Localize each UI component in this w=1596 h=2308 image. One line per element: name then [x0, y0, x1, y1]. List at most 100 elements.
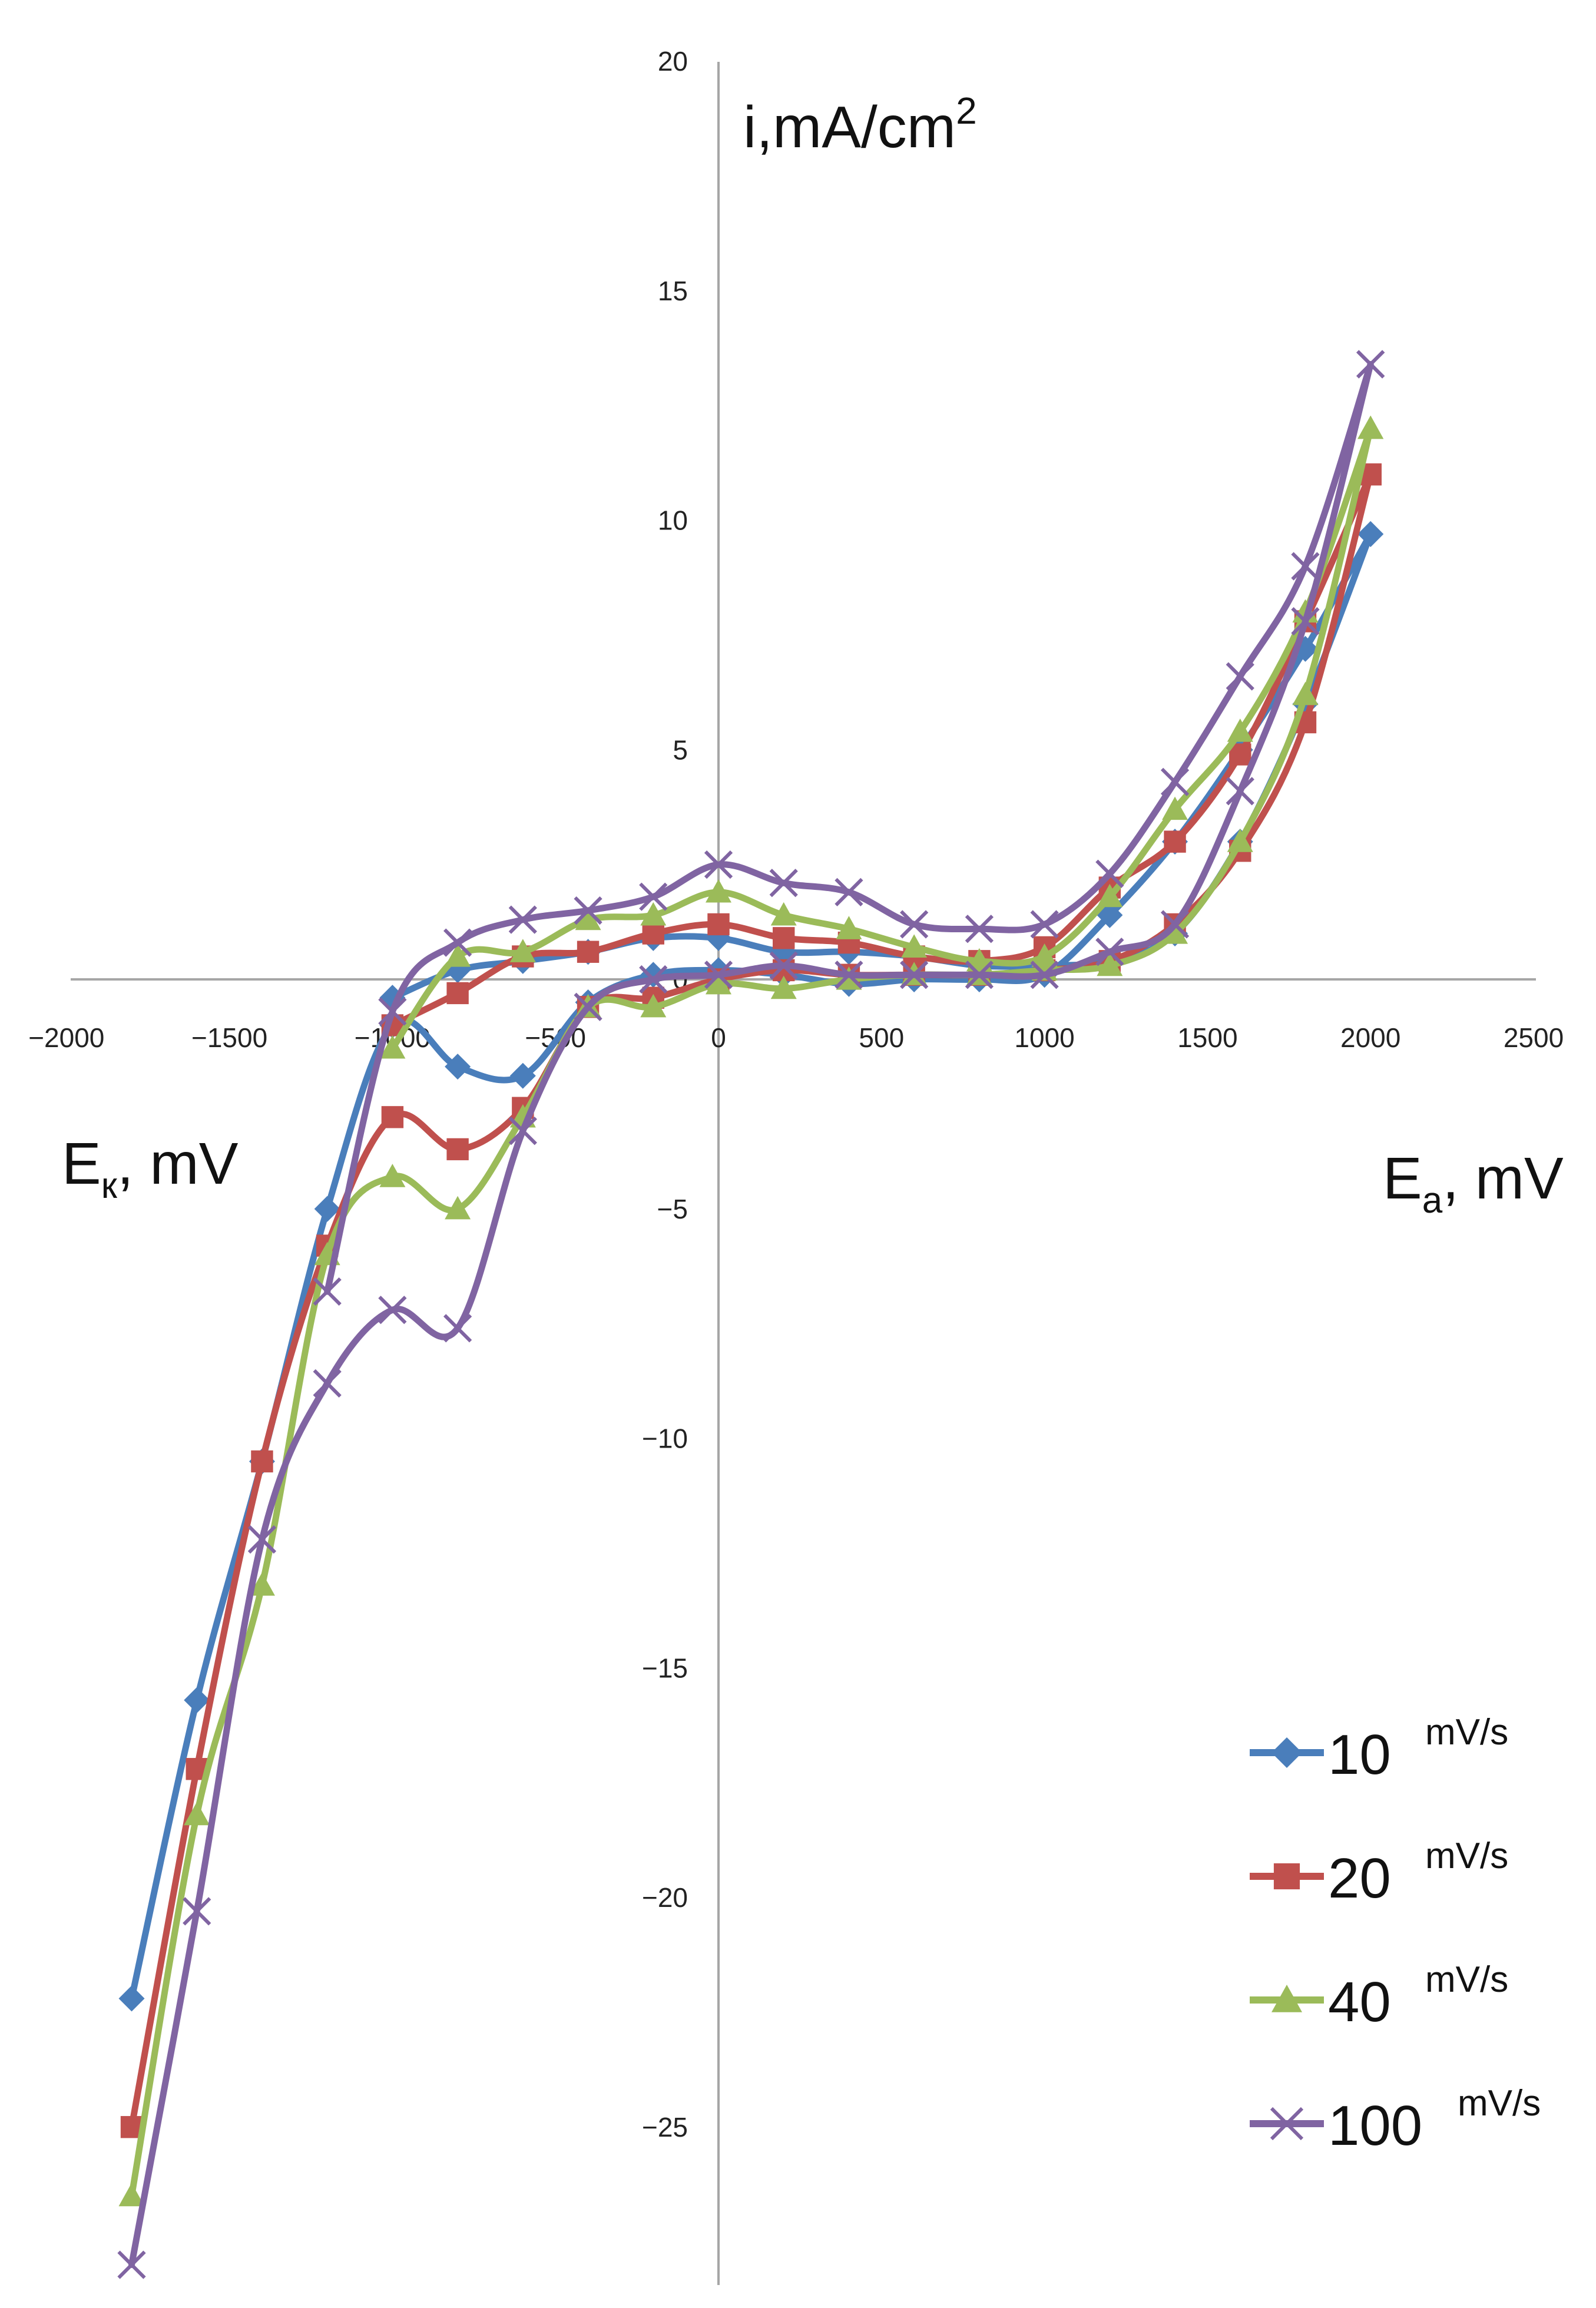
series-marker: [1095, 859, 1124, 888]
legend: 10 mV/s 20 mV/s 40 mV/s 100 mV/s: [1250, 1712, 1541, 2157]
y-tick-label: −25: [642, 2112, 688, 2143]
series-marker: [769, 869, 798, 898]
series-marker: [770, 902, 797, 926]
series-marker: [1291, 607, 1320, 636]
series-marker: [1270, 2107, 1304, 2141]
series-marker: [1292, 681, 1319, 706]
series-marker: [1357, 521, 1384, 547]
series-marker: [508, 905, 537, 934]
series-marker: [508, 1117, 537, 1145]
x-tick-label: 2000: [1340, 1022, 1400, 1053]
y-tick-label: −20: [642, 1882, 688, 1913]
series-40-mvs: [118, 415, 1384, 2207]
x-tick-label: 500: [859, 1022, 904, 1053]
series-marker: [1291, 552, 1320, 581]
series-marker: [577, 941, 600, 963]
series-marker: [247, 1525, 277, 1554]
series-marker: [706, 971, 731, 995]
legend-label-number: 40: [1328, 1971, 1391, 2034]
series-marker: [965, 961, 994, 989]
series-marker: [1031, 943, 1058, 967]
series-marker: [446, 1138, 469, 1161]
series-marker: [1273, 1863, 1300, 1890]
series-marker: [379, 1164, 406, 1187]
series-marker: [184, 1687, 210, 1713]
series-marker: [1097, 952, 1123, 976]
series-marker: [574, 992, 602, 1021]
series-marker: [965, 915, 994, 943]
legend-label-unit: mV/s: [1458, 2083, 1541, 2124]
series-line: [128, 425, 1374, 2200]
series-marker: [381, 1106, 404, 1128]
series-marker: [704, 961, 733, 989]
y-tick-label: −10: [642, 1423, 688, 1454]
legend-label-number: 100: [1328, 2094, 1422, 2157]
legend-item: 20 mV/s: [1250, 1836, 1508, 1910]
series-marker: [1095, 938, 1124, 966]
series-marker: [183, 1897, 211, 1926]
legend-label-unit: mV/s: [1425, 1959, 1508, 2000]
series-marker: [707, 913, 730, 936]
series-marker: [836, 966, 862, 990]
series-marker: [1160, 767, 1190, 796]
legend-label-number: 10: [1328, 1723, 1391, 1786]
series-marker: [639, 882, 668, 911]
series-marker: [378, 997, 407, 1026]
series-marker: [445, 943, 471, 967]
legend-item: 10 mV/s: [1250, 1712, 1508, 1786]
y-tick-label: 5: [673, 734, 688, 765]
series-marker: [314, 1196, 340, 1222]
series-marker: [509, 939, 536, 962]
series-marker: [184, 1802, 210, 1826]
x-axis-title-anodic: Ea, mV: [1383, 1145, 1564, 1221]
series-marker: [575, 906, 601, 931]
series-marker: [1030, 961, 1059, 989]
series-marker: [1162, 796, 1188, 820]
y-tick-label: −15: [642, 1653, 688, 1683]
series-marker: [900, 961, 929, 989]
series-marker: [445, 1054, 471, 1080]
series-marker: [1271, 1737, 1302, 1768]
series-marker: [640, 994, 667, 1018]
series-marker: [640, 902, 667, 926]
series-marker: [1356, 350, 1385, 379]
series-marker: [574, 896, 602, 925]
series-marker: [313, 1277, 342, 1306]
x-tick-label: 1000: [1014, 1022, 1074, 1053]
series-marker: [249, 1572, 275, 1596]
legend-label-unit: mV/s: [1425, 1712, 1508, 1753]
series-marker: [1226, 662, 1254, 691]
series-marker: [118, 2183, 145, 2207]
legend-item: 100 mV/s: [1250, 2083, 1541, 2157]
y-tick-label: 20: [658, 46, 688, 77]
y-axis-title: i,mA/cm2: [743, 90, 977, 160]
x-tick-label: 2500: [1504, 1022, 1564, 1053]
series-marker: [378, 1296, 407, 1324]
series-marker: [836, 916, 862, 939]
x-tick-label: 1500: [1177, 1022, 1237, 1053]
y-tick-label: 10: [658, 505, 688, 536]
y-tick-label: −5: [657, 1194, 688, 1224]
series-100-mvs: [117, 350, 1385, 2279]
series-marker: [900, 910, 929, 939]
y-tick-label: 15: [658, 276, 688, 306]
x-axis-title-cathodic: Eк, mV: [62, 1131, 239, 1206]
series-marker: [639, 965, 668, 994]
series-marker: [1227, 829, 1253, 852]
series-marker: [1030, 910, 1059, 939]
series-marker: [1357, 415, 1384, 439]
series-marker: [1162, 920, 1188, 944]
series-marker: [901, 934, 928, 958]
series-marker: [251, 1450, 273, 1473]
x-tick-label: 0: [711, 1022, 726, 1053]
series-marker: [379, 1035, 406, 1059]
series-marker: [704, 850, 733, 879]
series-marker: [706, 879, 731, 903]
series-marker: [1160, 910, 1190, 939]
series-marker: [835, 877, 863, 907]
series-marker: [443, 1314, 472, 1343]
series-marker: [835, 961, 863, 989]
series-marker: [1271, 1985, 1302, 2012]
